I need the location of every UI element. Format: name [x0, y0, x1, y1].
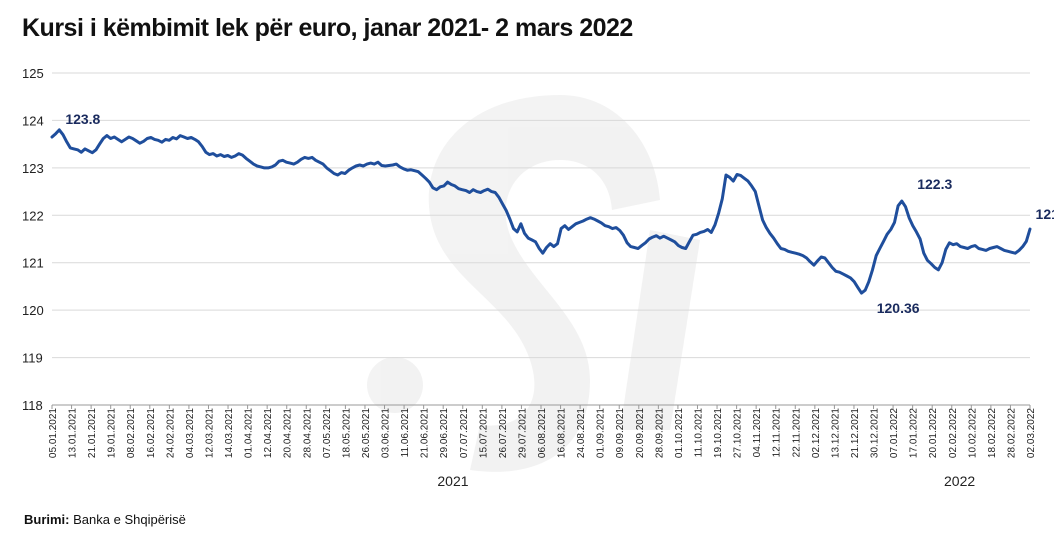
y-tick-label: 120 [22, 303, 44, 318]
source-note: Burimi: Banka e Shqipërisë [24, 512, 186, 527]
x-tick-label: 07.01.2022 [889, 408, 900, 458]
y-tick-label: 118 [22, 398, 43, 413]
x-tick-label: 21.12.2021 [850, 408, 861, 458]
x-tick-label: 16.02.2021 [146, 408, 157, 458]
x-tick-label: 28.02.2022 [1006, 408, 1017, 458]
x-tick-label: 21.06.2021 [420, 408, 431, 458]
x-tick-label: 13.12.2021 [830, 408, 841, 458]
x-tick-label: 09.09.2021 [615, 408, 626, 458]
x-tick-label: 28.09.2021 [654, 408, 665, 458]
x-tick-label: 19.10.2021 [713, 408, 724, 458]
annotation-label: 120.36 [877, 300, 920, 316]
x-axis: 05.01.2021 13.01.2021 21.01.2021 19.01.2021… [48, 405, 1037, 458]
x-tick-label: 15.07.2021 [478, 408, 489, 458]
annotation-label: 122.3 [917, 176, 952, 192]
x-tick-label: 11.06.2021 [400, 408, 411, 458]
x-tick-label: 10.02.2022 [967, 408, 978, 458]
x-tick-label: 18.02.2022 [987, 408, 998, 458]
x-tick-label: 01.04.2021 [244, 408, 255, 458]
y-tick-label: 122 [22, 208, 44, 223]
y-tick-label: 121 [22, 256, 44, 271]
x-tick-label: 29.06.2021 [439, 408, 450, 458]
x-tick-label: 26.05.2021 [361, 408, 372, 458]
exchange-rate-line [50, 128, 1032, 295]
x-tick-label: 20.09.2021 [635, 408, 646, 458]
x-tick-label: 04.11.2021 [752, 408, 763, 458]
x-tick-label: 14.03.2021 [224, 408, 235, 458]
x-tick-label: 02.03.2022 [1026, 408, 1037, 458]
x-tick-label: 07.05.2021 [322, 408, 333, 458]
x-tick-label: 27.10.2021 [733, 408, 744, 458]
x-tick-label: 04.03.2021 [185, 408, 196, 458]
x-tick-label: 24.08.2021 [576, 408, 587, 458]
chart-title: Kursi i këmbimit lek për euro, janar 202… [22, 14, 633, 42]
x-tick-label: 26.07.2021 [498, 408, 509, 458]
annotation-label: 121.71 [1036, 206, 1054, 222]
y-tick-label: 125 [22, 66, 44, 81]
x-tick-label: 01.10.2021 [674, 408, 685, 458]
x-tick-label: 22.11.2021 [791, 408, 802, 458]
x-tick-label: 19.01.2021 [107, 408, 118, 458]
x-tick-label: 02.02.2022 [948, 408, 959, 458]
y-tick-label: 119 [22, 351, 43, 366]
x-tick-label: 03.06.2021 [381, 408, 392, 458]
x-tick-label: 05.01.2021 [48, 408, 59, 458]
x-tick-label: 11.10.2021 [693, 408, 704, 458]
x-tick-label: 30.12.2021 [870, 408, 881, 458]
year-labels: 2021 2022 [437, 473, 975, 489]
watermark-logo [367, 95, 700, 472]
x-tick-label: 12.04.2021 [263, 408, 274, 458]
y-tick-label: 124 [22, 113, 44, 128]
year-label: 2021 [437, 473, 468, 489]
x-tick-label: 24.02.2021 [165, 408, 176, 458]
x-tick-label: 08.02.2021 [126, 408, 137, 458]
x-tick-label: 12.11.2021 [772, 408, 783, 458]
source-text: Banka e Shqipërisë [73, 512, 186, 527]
x-tick-label: 29.07.2021 [517, 408, 528, 458]
x-tick-label: 07.07.2021 [459, 408, 470, 458]
x-tick-label: 18.05.2021 [341, 408, 352, 458]
x-tick-label: 21.01.2021 [87, 408, 98, 458]
annotations: 123.8 120.36 122.3 121.71 [65, 111, 1054, 316]
source-label: Burimi: [24, 512, 70, 527]
x-tick-label: 16.08.2021 [557, 408, 568, 458]
y-axis: 118 119 120 121 122 123 124 125 [22, 66, 44, 413]
x-tick-label: 06.08.2021 [537, 408, 548, 458]
x-tick-label: 20.04.2021 [283, 408, 294, 458]
x-tick-label: 13.01.2021 [68, 408, 79, 458]
y-tick-label: 123 [22, 161, 44, 176]
x-tick-label: 12.03.2021 [204, 408, 215, 458]
annotation-label: 123.8 [65, 111, 100, 127]
x-tick-label: 01.09.2021 [596, 408, 607, 458]
x-tick-label: 20.01.2022 [928, 408, 939, 458]
x-tick-label: 17.01.2022 [909, 408, 920, 458]
x-tick-label: 28.04.2021 [302, 408, 313, 458]
x-tick-label: 02.12.2021 [811, 408, 822, 458]
year-label: 2022 [944, 473, 975, 489]
